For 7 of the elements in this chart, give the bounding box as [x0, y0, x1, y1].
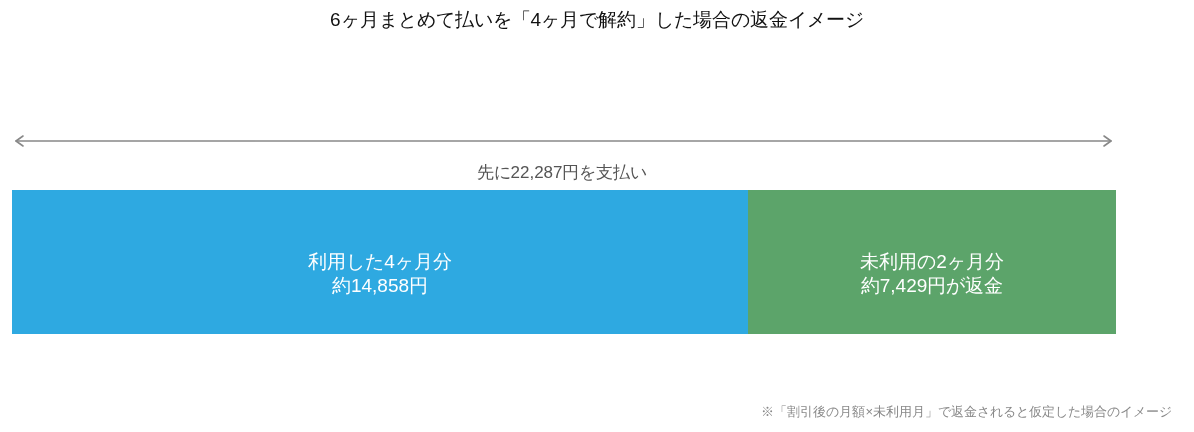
text: ※「割引後の月額×未利用月」で返金されると仮定した場合のイメージ: [761, 404, 1172, 419]
data-label: 約14,858円: [331, 275, 429, 296]
series-label: 未利用の2ヶ月分: [860, 251, 1004, 272]
chart-title: 6ヶ月まとめて払いを「4ヶ月で解約」した場合の返金イメージ: [329, 9, 865, 30]
text: 先に22,287円を支払い: [476, 163, 648, 182]
series-label: 利用した4ヶ月分: [308, 251, 452, 272]
data-label: 約7,429円が返金: [860, 275, 1004, 296]
